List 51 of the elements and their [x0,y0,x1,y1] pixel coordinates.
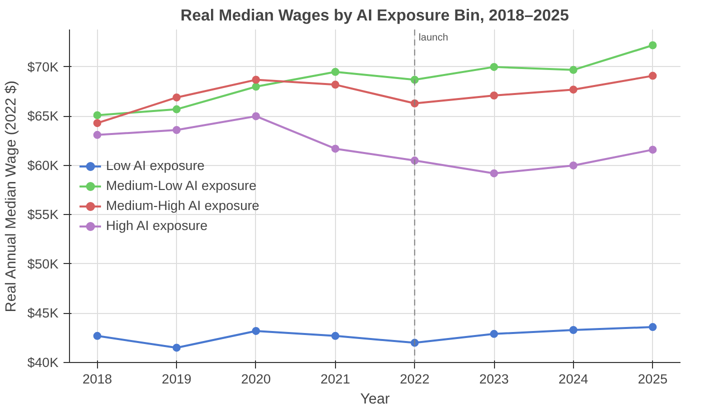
x-tick-label: 2020 [241,372,271,386]
x-tick-label: 2024 [558,372,589,386]
point [252,76,260,84]
y-tick-label: $45K [27,306,59,321]
point [648,72,657,80]
point [172,93,181,102]
point [331,80,340,89]
point [331,332,340,340]
x-tick-label: 2018 [82,372,112,386]
point [172,344,181,352]
point [569,161,578,170]
point [490,92,498,100]
point [648,41,657,50]
point [331,68,340,76]
point [93,332,102,340]
y-tick-label: $55K [27,207,59,222]
point [93,119,102,128]
legend-label: High AI exposure [106,218,208,233]
x-tick-label: 2022 [400,372,430,386]
x-tick-label: 2021 [320,372,350,386]
point [648,146,657,154]
legend-label: Low AI exposure [106,158,205,173]
legend-label: Medium-Low AI exposure [106,178,256,193]
point [648,323,657,332]
point [569,326,578,334]
point [569,66,578,74]
ref-line-label: launch [418,32,448,44]
chart-title: Real Median Wages by AI Exposure Bin, 2018–2025 [180,8,569,24]
y-tick-label: $40K [27,355,59,370]
point [331,144,340,153]
point [93,130,102,139]
x-tick-label: 2025 [638,372,668,386]
y-tick-label: $65K [27,108,59,124]
point [490,330,498,338]
x-tick-label: 2023 [479,372,509,386]
x-tick-label: 2019 [162,372,192,386]
point [490,169,498,178]
point [569,86,578,94]
y-tick-label: $70K [27,59,59,74]
y-tick-label: $50K [27,256,59,272]
point [252,112,260,120]
point [252,326,260,335]
point [172,126,181,134]
point [490,62,498,71]
x-axis-title: Year [360,392,390,408]
y-tick-label: $60K [27,158,59,173]
point [93,111,102,120]
y-axis-title: Real Annual Median Wage (2022 $) [3,80,20,312]
legend-label: Medium-High AI exposure [106,198,260,213]
point [252,82,260,91]
point [172,105,181,114]
